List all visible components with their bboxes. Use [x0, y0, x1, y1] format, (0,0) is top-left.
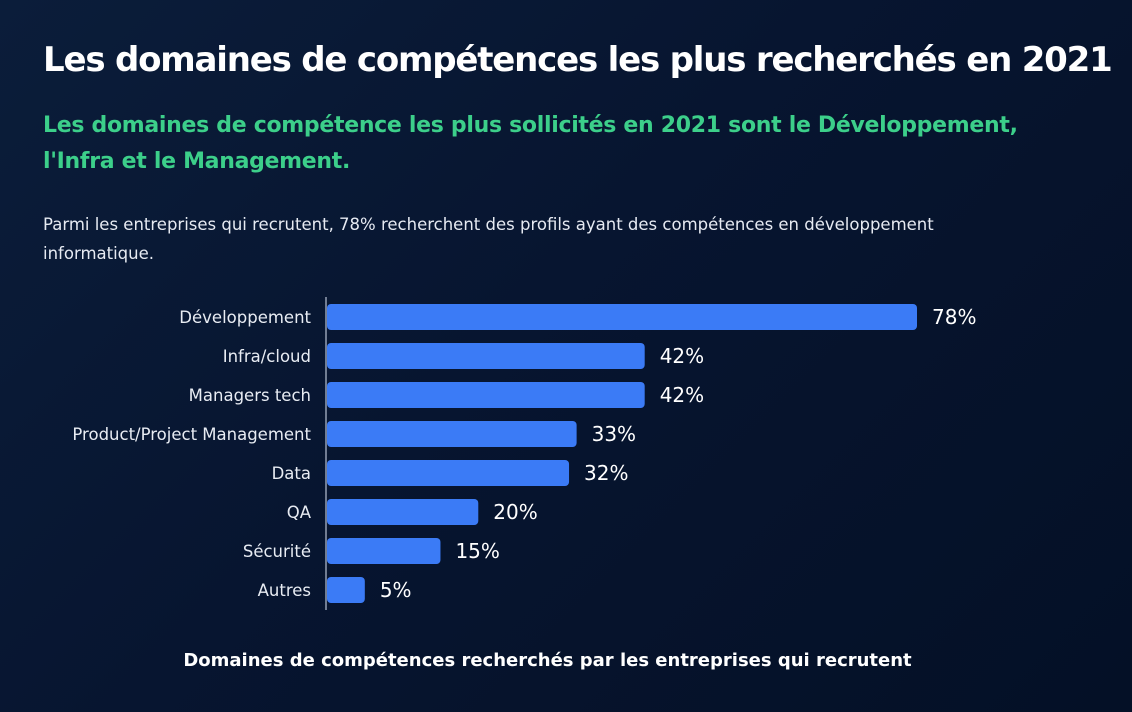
category-label-1: Infra/cloud [223, 347, 311, 366]
category-label-7: Autres [258, 581, 311, 600]
category-label-3: Product/Project Management [72, 425, 311, 444]
value-label-6: 15% [455, 539, 499, 563]
category-label-2: Managers tech [189, 386, 311, 405]
value-label-1: 42% [660, 344, 704, 368]
bar-chart: Développement 78% Infra/cloud 42% Managers t… [72, 297, 976, 610]
value-label-3: 33% [592, 422, 636, 446]
bar-5 [327, 499, 479, 525]
bar-6 [327, 538, 441, 564]
bar-0 [327, 304, 917, 330]
value-label-4: 32% [584, 461, 628, 485]
value-label-2: 42% [660, 383, 704, 407]
bar-3 [327, 421, 577, 447]
bar-7 [327, 577, 365, 603]
value-label-0: 78% [932, 305, 976, 329]
page-description: Parmi les entreprises qui recrutent, 78%… [43, 215, 934, 263]
value-label-5: 20% [493, 500, 537, 524]
category-label-4: Data [272, 464, 311, 483]
bars-group: Développement 78% Infra/cloud 42% Managers t… [72, 304, 976, 603]
category-label-6: Sécurité [243, 542, 311, 561]
bar-2 [327, 382, 645, 408]
bar-4 [327, 460, 570, 486]
category-label-0: Développement [179, 308, 311, 327]
chart-caption: Domaines de compétences recherchés par l… [183, 650, 912, 671]
page-subtitle: Les domaines de compétence les plus soll… [43, 113, 1018, 174]
bar-1 [327, 343, 645, 369]
category-label-5: QA [287, 503, 312, 522]
page-title: Les domaines de compétences les plus rec… [43, 40, 1113, 80]
value-label-7: 5% [380, 578, 412, 602]
